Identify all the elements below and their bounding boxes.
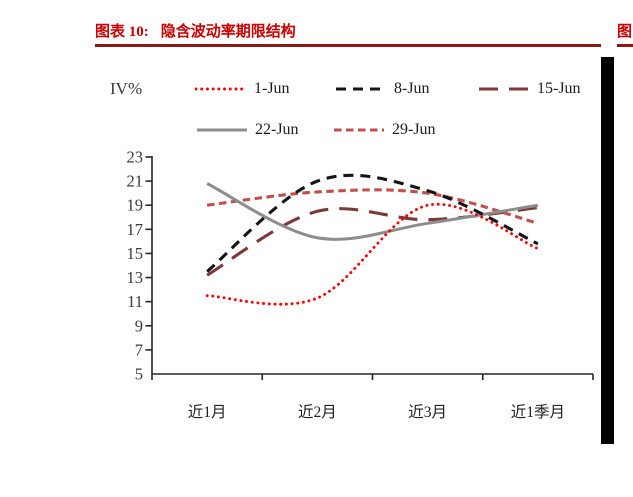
y-tick-label: 15 xyxy=(127,244,144,263)
next-figure-underline xyxy=(617,44,633,47)
panel-divider-bar xyxy=(601,57,614,444)
legend-swatch-29-Jun xyxy=(334,128,384,132)
x-category-label: 近1季月 xyxy=(511,403,565,421)
series-line-1-Jun xyxy=(205,202,540,306)
legend-swatch-8-Jun xyxy=(336,87,386,91)
legend-item-15-Jun: 15-Jun xyxy=(478,80,581,98)
y-axis-unit-label: IV% xyxy=(110,79,143,98)
y-tick-label: 5 xyxy=(135,365,143,384)
figure-title: 隐含波动率期限结构 xyxy=(160,24,296,40)
x-category-label: 近3月 xyxy=(408,403,447,421)
legend-label-1-Jun: 1-Jun xyxy=(254,80,290,97)
y-tick-label: 11 xyxy=(127,292,143,311)
legend-item-1-Jun: 1-Jun xyxy=(195,80,290,98)
legend-swatch-22-Jun xyxy=(197,128,247,132)
y-tick-label: 9 xyxy=(135,316,143,335)
legend-label-8-Jun: 8-Jun xyxy=(394,80,430,97)
legend-swatch-15-Jun xyxy=(479,87,529,91)
legend-item-8-Jun: 8-Jun xyxy=(335,80,430,98)
legend-label-29-Jun: 29-Jun xyxy=(392,121,436,138)
figure-number-label: 图表 10: xyxy=(95,24,149,40)
y-tick-label: 17 xyxy=(127,220,144,239)
y-tick-label: 13 xyxy=(127,268,144,287)
legend-label-15-Jun: 15-Jun xyxy=(537,80,581,97)
series-line-22-Jun xyxy=(206,182,539,241)
legend-label-22-Jun: 22-Jun xyxy=(255,121,299,138)
series-line-15-Jun xyxy=(206,206,539,277)
x-category-label: 近2月 xyxy=(298,403,337,421)
figure-title-row: 图表 10: 隐含波动率期限结构 xyxy=(95,20,296,41)
series-line-8-Jun xyxy=(206,173,539,273)
title-underline xyxy=(95,44,601,47)
y-tick-label: 7 xyxy=(135,340,143,359)
x-category-label: 近1月 xyxy=(188,403,227,421)
y-tick-label: 21 xyxy=(127,172,144,191)
y-tick-label: 19 xyxy=(127,196,144,215)
series-line-29-Jun xyxy=(206,188,539,225)
next-figure-label-partial: 图 xyxy=(617,24,633,40)
y-tick-label: 23 xyxy=(127,148,144,167)
legend-item-29-Jun: 29-Jun xyxy=(333,121,436,139)
legend-item-22-Jun: 22-Jun xyxy=(196,121,299,139)
